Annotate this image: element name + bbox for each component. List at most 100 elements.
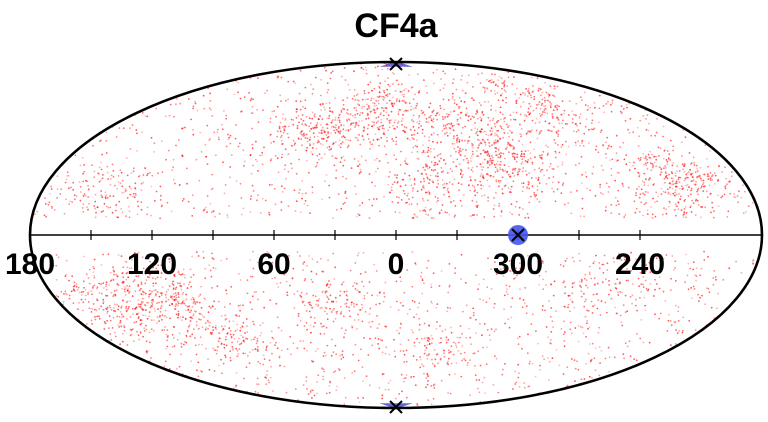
galaxy-point — [126, 284, 128, 287]
galaxy-point — [632, 131, 635, 134]
galaxy-point — [433, 348, 436, 351]
galaxy-point — [99, 140, 101, 143]
galaxy-point — [182, 291, 185, 294]
galaxy-point — [538, 167, 541, 169]
galaxy-point — [538, 87, 540, 90]
galaxy-point — [400, 373, 403, 376]
galaxy-point — [142, 174, 145, 176]
galaxy-point — [164, 278, 167, 280]
galaxy-point — [584, 315, 587, 318]
galaxy-point — [693, 288, 696, 290]
galaxy-point — [602, 272, 605, 274]
galaxy-point — [514, 167, 517, 170]
galaxy-point — [330, 338, 333, 341]
galaxy-point — [354, 262, 357, 264]
galaxy-point — [650, 169, 653, 172]
galaxy-point — [172, 280, 174, 283]
galaxy-point — [588, 128, 590, 131]
galaxy-point — [465, 336, 467, 339]
galaxy-point — [669, 320, 672, 322]
galaxy-point — [146, 115, 149, 118]
galaxy-point — [550, 284, 553, 286]
galaxy-point — [489, 157, 492, 160]
galaxy-point — [256, 337, 259, 340]
galaxy-point — [472, 352, 475, 355]
galaxy-point — [320, 157, 323, 160]
galaxy-point — [638, 174, 641, 177]
galaxy-point — [240, 110, 243, 113]
galaxy-point — [654, 215, 657, 218]
galaxy-point — [426, 177, 429, 180]
galaxy-point — [194, 100, 196, 103]
galaxy-point — [148, 276, 151, 279]
galaxy-point — [467, 74, 470, 77]
galaxy-point — [528, 92, 531, 94]
galaxy-point — [634, 167, 636, 170]
galaxy-point — [524, 386, 526, 389]
galaxy-point — [322, 375, 324, 378]
galaxy-point — [499, 155, 502, 157]
galaxy-point — [438, 153, 441, 156]
galaxy-point — [281, 191, 284, 193]
galaxy-point — [350, 122, 353, 125]
galaxy-point — [165, 296, 168, 299]
galaxy-point — [96, 206, 99, 209]
galaxy-point — [326, 123, 328, 126]
galaxy-point — [683, 163, 686, 165]
galaxy-point — [442, 70, 445, 73]
galaxy-point — [494, 139, 497, 142]
galaxy-point — [171, 169, 174, 172]
galaxy-point — [92, 185, 95, 188]
galaxy-point — [342, 175, 344, 178]
galaxy-point — [347, 113, 350, 115]
galaxy-point — [625, 163, 628, 166]
galaxy-point — [615, 152, 618, 155]
galaxy-point — [700, 267, 703, 270]
galaxy-point — [292, 342, 295, 344]
galaxy-point — [238, 337, 240, 340]
galaxy-point — [455, 165, 458, 168]
galaxy-point — [667, 157, 670, 160]
galaxy-point — [306, 137, 309, 140]
galaxy-point — [368, 384, 371, 387]
galaxy-point — [416, 404, 419, 406]
galaxy-point — [505, 101, 507, 104]
galaxy-point — [104, 322, 107, 325]
galaxy-point — [222, 328, 225, 330]
galaxy-point — [195, 324, 198, 327]
galaxy-point — [481, 112, 483, 114]
galaxy-point — [545, 270, 547, 273]
galaxy-point — [494, 141, 497, 144]
galaxy-point — [585, 118, 588, 120]
galaxy-point — [69, 200, 71, 203]
galaxy-point — [401, 390, 403, 393]
galaxy-point — [161, 292, 163, 294]
galaxy-point — [616, 200, 619, 203]
galaxy-point — [157, 264, 160, 267]
galaxy-point — [355, 215, 358, 218]
galaxy-point — [317, 299, 319, 302]
galaxy-point — [165, 333, 168, 336]
galaxy-point — [142, 314, 145, 317]
galaxy-point — [465, 92, 467, 94]
galaxy-point — [395, 140, 398, 143]
galaxy-point — [183, 302, 186, 305]
galaxy-point — [500, 152, 503, 154]
galaxy-point — [393, 121, 396, 124]
galaxy-point — [440, 167, 443, 169]
galaxy-point — [220, 259, 223, 262]
galaxy-point — [668, 173, 670, 176]
galaxy-point — [683, 165, 685, 167]
galaxy-point — [587, 352, 590, 355]
galaxy-point — [181, 293, 184, 296]
galaxy-point — [709, 192, 712, 195]
galaxy-point — [168, 258, 171, 260]
galaxy-point — [523, 119, 526, 122]
galaxy-point — [171, 282, 174, 285]
galaxy-point — [543, 96, 546, 99]
galaxy-point — [528, 201, 531, 204]
galaxy-point — [416, 216, 419, 219]
galaxy-point — [423, 282, 425, 285]
galaxy-point — [703, 259, 706, 261]
galaxy-point — [544, 120, 547, 123]
